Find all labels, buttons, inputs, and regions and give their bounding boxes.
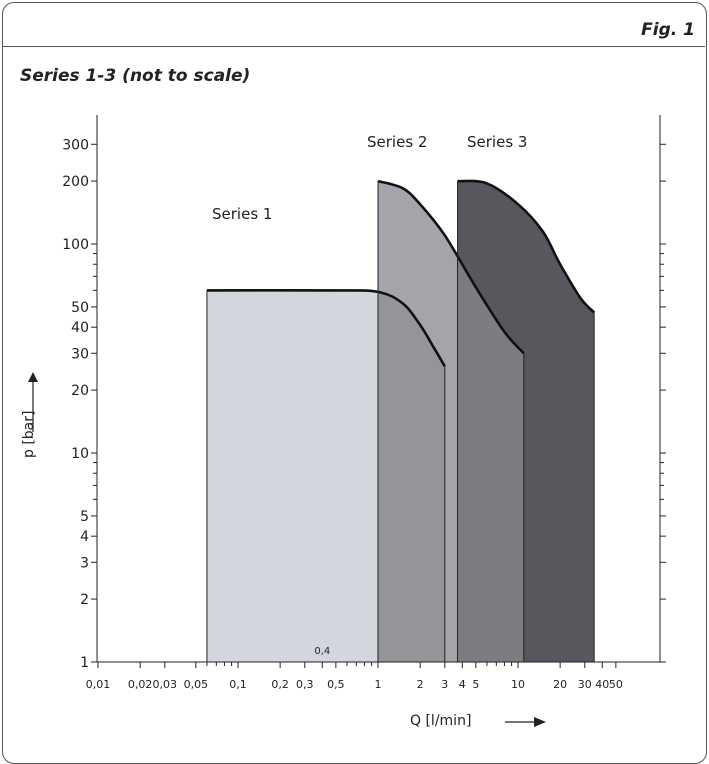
series-fills	[206, 180, 595, 662]
x-tick-label: 0,5	[327, 678, 345, 691]
x-tick-label: 0,1	[229, 678, 247, 691]
overlap-series-2-3	[457, 256, 524, 662]
overlap-series-1-2	[378, 291, 445, 662]
x-axis-label: Q [l/min]	[410, 713, 471, 729]
axes	[91, 115, 666, 668]
series-3-curve	[457, 179, 596, 314]
x-tick-label: 3	[441, 678, 448, 691]
series-2-label: Series 2	[367, 133, 427, 151]
series-1-label: Series 1	[212, 205, 272, 223]
x-tick-label: 0,01	[86, 678, 111, 691]
y-tick-label: 100	[62, 237, 89, 253]
x-tick-label: 4	[459, 678, 466, 691]
x-tick-label: 1	[375, 678, 382, 691]
chart-subtitle: Series 1-3 (not to scale)	[20, 66, 251, 86]
figure-label: Fig. 1	[641, 20, 695, 40]
series-1-curve	[206, 288, 446, 367]
y-tick-label: 2	[80, 592, 89, 608]
y-tick-label: 40	[71, 320, 89, 336]
x-tick-label: 40	[595, 678, 609, 691]
boundary-lines	[206, 179, 596, 662]
header-divider	[3, 46, 705, 47]
series-2-curve	[377, 179, 525, 355]
x-tick-label: 0,02	[128, 678, 153, 691]
y-tick-label: 1	[80, 655, 89, 671]
x-tick-label: 0,05	[184, 678, 209, 691]
y-tick-label: 10	[71, 446, 89, 462]
x-tick-label: 10	[511, 678, 525, 691]
x-tick-label: 0,2	[271, 678, 289, 691]
y-tick-label: 200	[62, 174, 89, 190]
x-tick-label: 0,03	[153, 678, 178, 691]
y-tick-label: 50	[71, 300, 89, 316]
x-tick-label: 0,3	[296, 678, 314, 691]
x-tick-label: 30	[578, 678, 592, 691]
y-tick-label: 4	[80, 529, 89, 545]
x-tick-label: 50	[609, 678, 623, 691]
y-tick-label: 3	[80, 555, 89, 571]
x-tick-label: 20	[553, 678, 567, 691]
y-tick-label: 5	[80, 509, 89, 525]
x-axis-arrowhead	[534, 717, 546, 727]
x-tick-label: 0,4	[314, 646, 330, 657]
y-tick-label: 300	[62, 137, 89, 153]
y-axis-label: p [bar]	[21, 411, 37, 458]
y-axis-arrowhead	[28, 372, 38, 382]
y-tick-label: 30	[71, 346, 89, 362]
x-tick-label: 2	[417, 678, 424, 691]
y-tick-label: 20	[71, 383, 89, 399]
series-3-label: Series 3	[467, 133, 527, 151]
x-tick-label: 5	[472, 678, 479, 691]
